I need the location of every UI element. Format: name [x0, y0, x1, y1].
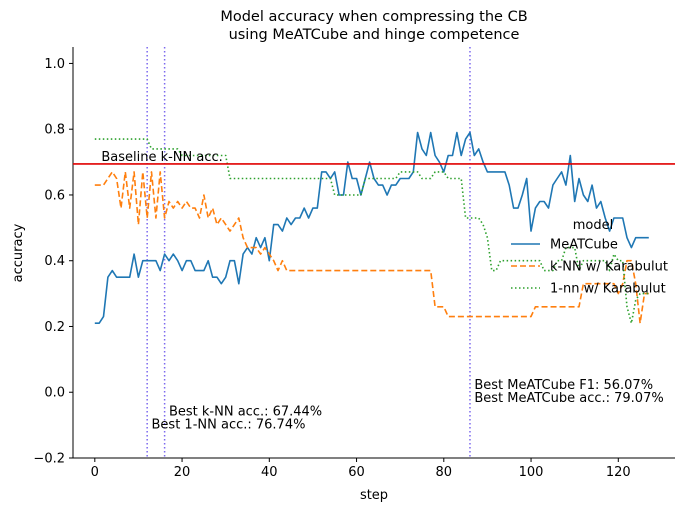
legend-entry-onenn: 1-nn w/ Karabulut [550, 282, 666, 297]
x-tick-label: 20 [174, 465, 191, 480]
x-tick-label: 80 [436, 465, 453, 480]
series-lines [94, 131, 649, 325]
legend-entry-meatcube: MeATCube [550, 238, 618, 253]
chart-title-line-2: using MeATCube and hinge competence [229, 27, 520, 43]
annotation-label: Best 1-NN acc.: 76.74% [152, 417, 306, 432]
series-line-meatcube [94, 131, 649, 325]
y-tick-label: 0.2 [44, 320, 65, 335]
annotation-label: Best MeATCube acc.: 79.07% [474, 391, 663, 406]
legend: model MeATCube k-NN w/ Karabulut 1-nn w/ K… [511, 218, 668, 297]
series-line-knn [94, 171, 649, 325]
y-tick-label: 0.0 [44, 386, 65, 401]
vertical-marker-lines [146, 47, 471, 458]
baseline-label: Baseline k-NN acc. [101, 150, 222, 165]
legend-title: model [573, 218, 613, 233]
annotation-label: Best k-NN acc.: 67.44% [169, 404, 322, 419]
y-tick-label: 1.0 [44, 57, 65, 72]
y-tick-label: −0.2 [33, 452, 65, 467]
x-tick-label: 40 [261, 465, 278, 480]
legend-entry-knn: k-NN w/ Karabulut [550, 260, 668, 275]
x-tick-label: 60 [348, 465, 365, 480]
x-tick-label: 120 [606, 465, 631, 480]
axes: 0 20 40 60 80 100 120 −0.2 0.0 0.2 0.4 0.6 0.8 1.0 [33, 47, 675, 480]
baseline-line: Baseline k-NN acc. [73, 150, 675, 165]
x-tick-label: 0 [91, 465, 99, 480]
y-tick-label: 0.6 [44, 188, 65, 203]
annotation-label: Best MeATCube F1: 56.07% [474, 378, 653, 393]
chart-title-line-1: Model accuracy when compressing the CB [220, 9, 527, 25]
y-tick-label: 0.4 [44, 254, 65, 269]
y-axis-label: accuracy [11, 223, 26, 282]
annotations: Best k-NN acc.: 67.44%Best 1-NN acc.: 76… [152, 378, 664, 432]
x-tick-label: 100 [519, 465, 544, 480]
y-tick-label: 0.8 [44, 123, 65, 138]
x-axis-label: step [360, 488, 388, 503]
